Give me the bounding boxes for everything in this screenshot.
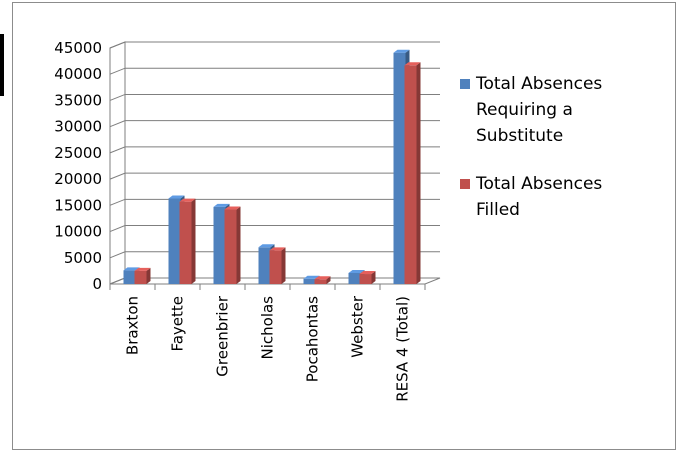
legend-swatch: [460, 79, 470, 89]
bar-top: [258, 244, 275, 248]
bars: [123, 49, 421, 284]
gridlines: [109, 41, 440, 290]
legend-label: Requiring a: [476, 100, 573, 120]
bar-front: [348, 272, 361, 284]
bar-front: [224, 209, 237, 284]
bar-front: [168, 198, 181, 284]
bar-filled: [269, 247, 286, 284]
x-tick-label: Greenbrier: [214, 295, 232, 377]
bar-side: [191, 198, 196, 284]
bar-filled: [404, 62, 421, 284]
gridline: [109, 198, 440, 206]
y-tick-label: 5000: [64, 249, 102, 267]
legend: Total Absences Requiring a Substitute Total…: [460, 74, 602, 220]
bar-front: [303, 278, 316, 284]
y-tick-label: 20000: [54, 170, 102, 188]
bar-top: [404, 62, 421, 66]
bar-side: [281, 247, 286, 284]
legend-label: Total Absences: [475, 74, 602, 94]
y-tick-label: 25000: [54, 144, 102, 162]
bar-side: [371, 271, 376, 284]
y-axis-labels: 0 5000 10000 15000 20000 25000 30000 35000 40000…: [54, 39, 102, 293]
left-edge-bar: [0, 34, 4, 96]
bar-side: [146, 267, 151, 284]
bar-top: [269, 247, 286, 251]
bar-side: [416, 62, 421, 284]
bar-front: [404, 65, 417, 284]
x-axis-labels: Braxton Fayette Greenbrier Nicholas Pocahont…: [124, 295, 412, 402]
bar-top: [123, 267, 140, 271]
bar-front: [359, 274, 372, 284]
side-wall: [109, 41, 126, 285]
gridline: [109, 67, 440, 75]
bar-side: [236, 206, 241, 284]
x-tick-label: Braxton: [124, 296, 142, 355]
bar-filled: [134, 267, 151, 284]
legend-swatch: [460, 179, 470, 189]
bar-top: [314, 276, 331, 280]
y-tick-label: 10000: [54, 223, 102, 241]
bar-top: [348, 269, 365, 273]
bar-top: [224, 206, 241, 210]
bar-top: [213, 203, 230, 207]
bar-top: [359, 271, 376, 275]
bar-front: [314, 279, 327, 284]
bar-front: [213, 206, 226, 284]
bar-front: [134, 270, 147, 284]
bar-front: [123, 270, 136, 284]
bar-filled: [314, 276, 331, 284]
gridline: [109, 93, 440, 101]
y-tick-label: 30000: [54, 118, 102, 136]
x-tick-label: Pocahontas: [304, 296, 322, 382]
bar-filled: [179, 198, 196, 284]
bar-top: [393, 49, 410, 53]
x-tick-label: Fayette: [169, 296, 187, 352]
x-tick-label: Nicholas: [259, 296, 277, 360]
y-tick-label: 0: [92, 275, 102, 293]
y-tick-label: 45000: [54, 39, 102, 57]
legend-label: Substitute: [476, 126, 563, 146]
legend-label: Total Absences: [475, 174, 602, 194]
gridline: [109, 251, 440, 259]
y-tick-label: 35000: [54, 91, 102, 109]
y-tick-label: 40000: [54, 65, 102, 83]
bar-filled: [224, 206, 241, 284]
bar-top: [134, 267, 151, 271]
bar-top: [179, 198, 196, 202]
gridline: [109, 225, 440, 233]
bar-front: [269, 250, 282, 284]
x-tick-label: RESA 4 (Total): [394, 296, 412, 402]
bar-side: [326, 276, 331, 284]
gridline: [109, 172, 440, 180]
bar-top: [168, 195, 185, 199]
gridline: [109, 146, 440, 154]
x-tick-label: Webster: [349, 295, 367, 358]
gridline: [109, 41, 440, 49]
bar-filled: [359, 271, 376, 284]
bar-front: [258, 247, 271, 284]
bar-front: [179, 201, 192, 284]
y-tick-label: 15000: [54, 196, 102, 214]
bar-front: [393, 52, 406, 284]
gridline: [109, 120, 440, 128]
bar-top: [303, 275, 320, 279]
legend-label: Filled: [476, 200, 520, 220]
